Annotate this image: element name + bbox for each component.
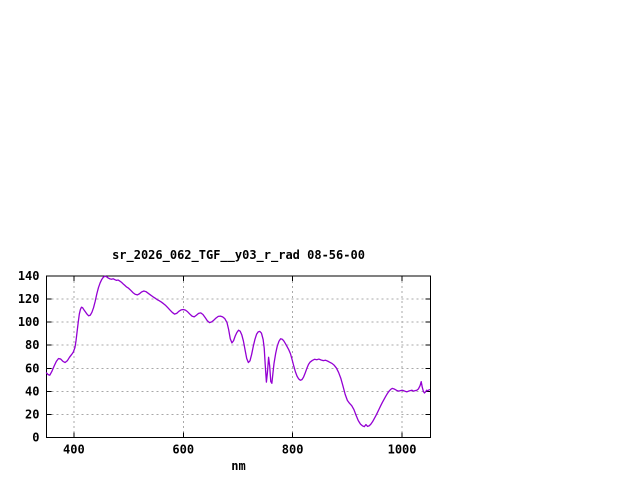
y-tick-label: 0 <box>32 431 39 445</box>
x-tick-label: 400 <box>63 443 85 457</box>
y-tick-label: 120 <box>18 292 40 306</box>
y-tick-label: 20 <box>25 407 39 421</box>
x-tick-label: 600 <box>172 443 194 457</box>
y-tick-label: 60 <box>25 361 39 375</box>
spectrum-curve <box>45 275 431 428</box>
plot-border <box>46 275 431 438</box>
x-axis-label: nm <box>231 459 246 473</box>
x-tick-label: 1000 <box>388 443 417 457</box>
x-tick-label: 800 <box>282 443 304 457</box>
y-tick-label: 100 <box>18 315 40 329</box>
chart-title: sr_2026_062_TGF__y03_r_rad 08-56-00 <box>112 248 365 262</box>
y-tick-label: 80 <box>25 338 39 352</box>
y-tick-label: 40 <box>25 384 39 398</box>
y-tick-label: 140 <box>18 269 40 283</box>
